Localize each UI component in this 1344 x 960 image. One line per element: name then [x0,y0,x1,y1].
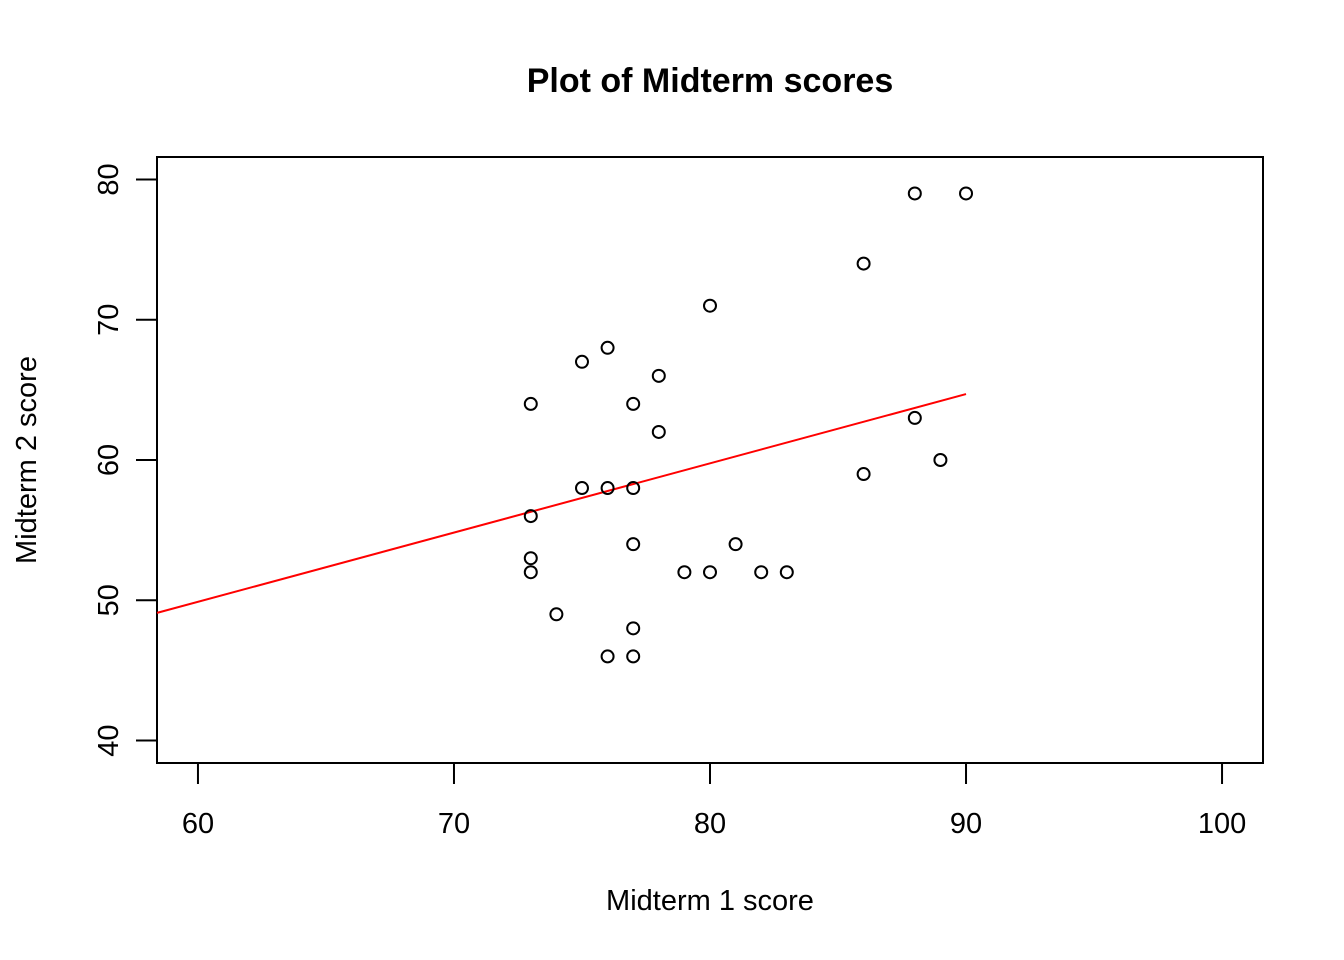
data-point [574,354,589,369]
data-point [856,467,871,482]
data-point [626,621,641,636]
fit-line-layer [156,393,967,614]
data-point [600,649,615,664]
y-tick-label: 40 [93,724,125,756]
x-axis: 60 70 80 90 100 [182,762,1246,840]
x-tick-label: 70 [438,808,470,840]
data-point [523,551,538,566]
data-point [651,368,666,383]
data-point [677,565,692,580]
data-point [933,453,948,467]
x-tick-label: 90 [950,808,982,840]
y-axis: 40 50 60 70 80 [93,163,158,757]
data-point [600,340,615,355]
chart-title: Plot of Midterm scores [527,62,894,100]
plot-frame [156,156,1264,764]
data-point [549,607,564,622]
data-point [523,565,538,580]
y-tick-label: 70 [93,304,125,336]
data-point [907,410,922,425]
x-tick-label: 100 [1198,808,1246,840]
data-point [754,565,769,580]
data-point [703,565,717,580]
x-tick-label: 60 [182,808,214,840]
data-point [907,186,922,201]
data-point [651,424,666,439]
y-tick-label: 60 [93,444,125,476]
y-tick-label: 50 [93,584,125,616]
data-point [856,256,871,271]
data-point [728,537,743,552]
x-tick-label: 80 [694,808,726,840]
data-point [574,481,589,496]
y-tick-label: 80 [93,163,125,195]
data-point [959,186,974,201]
x-axis-label: Midterm 1 score [606,885,814,917]
data-point [523,396,538,411]
points-layer [523,186,974,664]
data-point [626,649,641,664]
data-point [523,509,538,524]
data-point [626,481,641,496]
data-point [626,396,641,411]
y-axis-label: Midterm 2 score [11,356,43,564]
regression-line [156,393,967,614]
data-point [703,298,717,313]
data-point [626,537,641,552]
data-point [600,481,615,496]
data-point [779,565,794,580]
